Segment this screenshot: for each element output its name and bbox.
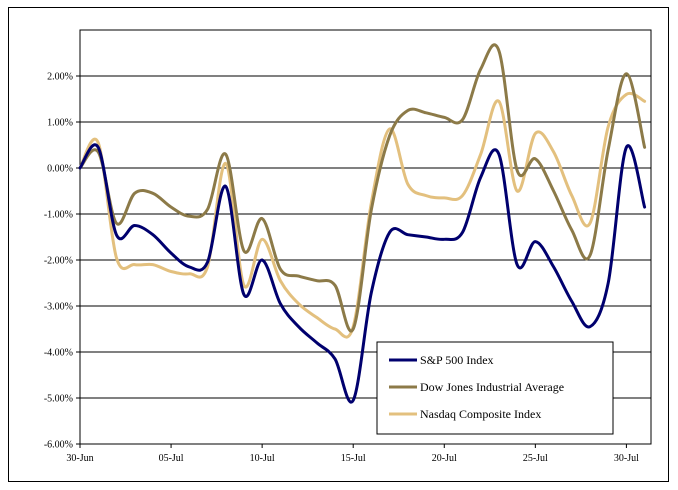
y-tick-label: -6.00%: [44, 440, 73, 451]
x-tick-label: 25-Jul: [523, 453, 548, 464]
plot-area: [79, 29, 652, 445]
y-axis: -6.00% -5.00% -4.00% -3.00% -2.00% -1.00% 0.00…: [44, 72, 80, 451]
y-tick-label: -2.00%: [44, 256, 73, 267]
x-tick-label: 05-Jul: [159, 453, 184, 464]
legend: S&P 500 Index Dow Jones Industrial Averag…: [376, 341, 614, 435]
legend-label: S&P 500 Index: [420, 353, 494, 367]
y-tick-label: 1.00%: [47, 118, 73, 129]
x-tick-label: 15-Jul: [341, 453, 366, 464]
y-tick-label: 2.00%: [47, 72, 73, 83]
x-tick-label: 30-Jun: [66, 453, 93, 464]
y-tick-label: -1.00%: [44, 210, 73, 221]
series-lines: [78, 43, 647, 404]
y-tick-label: -3.00%: [44, 302, 73, 313]
legend-label: Dow Jones Industrial Average: [420, 380, 564, 394]
x-axis: 30-Jun 05-Jul 10-Jul 15-Jul 20-Jul 25-Jul 30-J…: [66, 444, 639, 464]
y-tick-label: 0.00%: [47, 164, 73, 175]
chart-frame: -6.00% -5.00% -4.00% -3.00% -2.00% -1.00% 0.00…: [8, 7, 669, 482]
series-line-dow-jones-industrial-average: [78, 43, 647, 333]
y-tick-label: -4.00%: [44, 348, 73, 359]
series-line-s-p-500-index: [78, 143, 647, 404]
x-tick-label: 10-Jul: [250, 453, 275, 464]
series-line-nasdaq-composite-index: [78, 91, 647, 339]
legend-label: Nasdaq Composite Index: [420, 407, 541, 421]
y-tick-label: -5.00%: [44, 394, 73, 405]
line-chart: -6.00% -5.00% -4.00% -3.00% -2.00% -1.00% 0.00…: [44, 29, 652, 464]
x-tick-label: 30-Jul: [614, 453, 639, 464]
x-tick-label: 20-Jul: [432, 453, 457, 464]
